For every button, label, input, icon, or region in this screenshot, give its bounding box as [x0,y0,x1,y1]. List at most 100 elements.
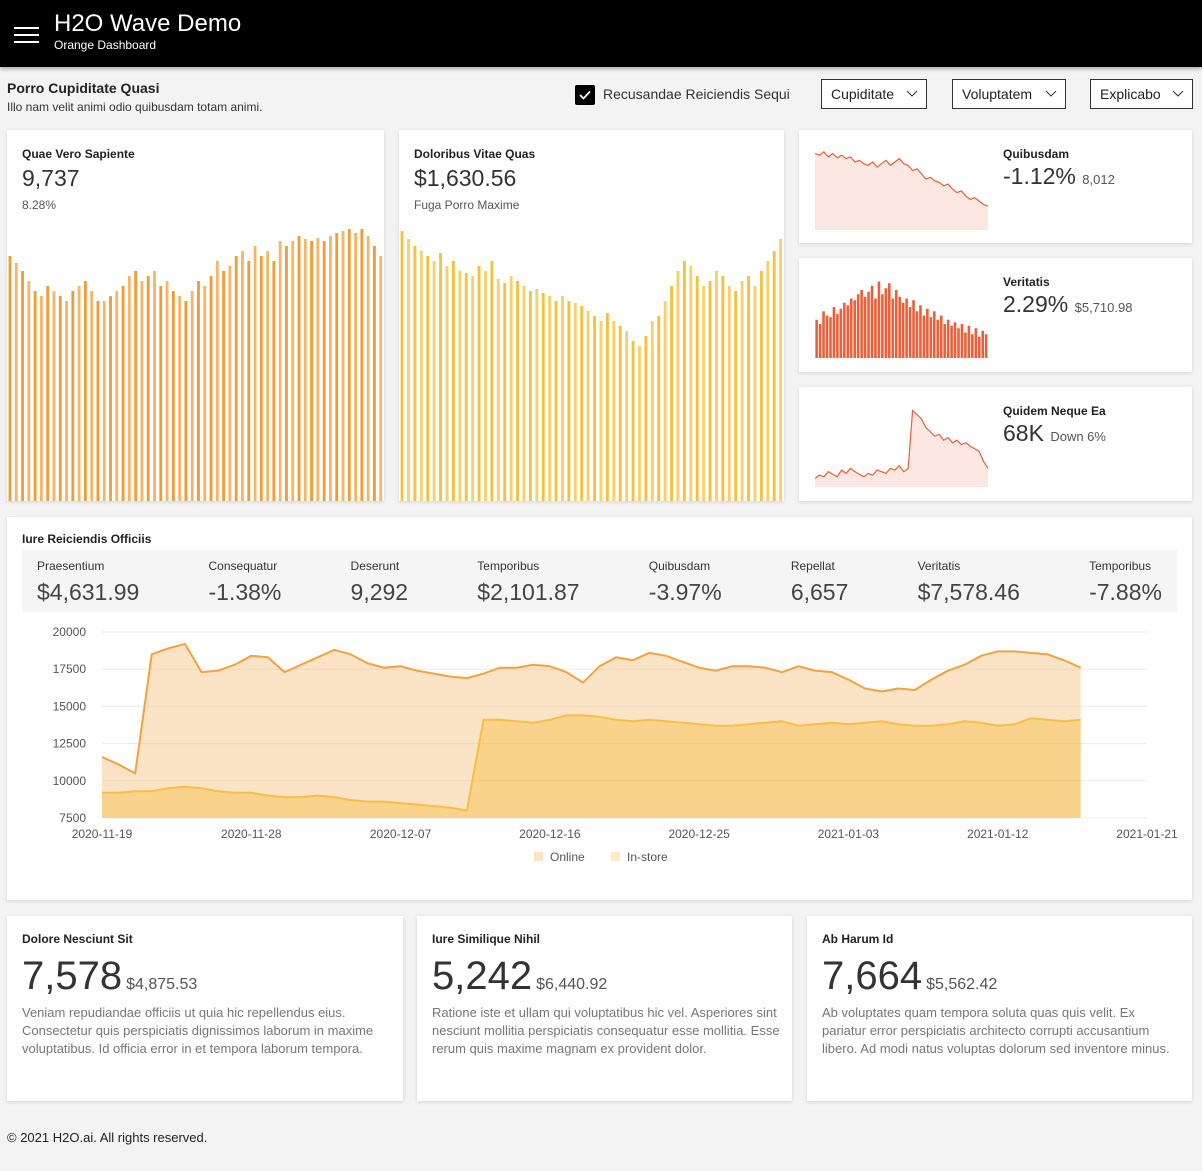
spark-bar [964,332,967,358]
chart-card: Iure Reiciendis Officiis Praesentium $4,6… [7,517,1192,900]
menu-button[interactable] [14,26,39,44]
dropdown[interactable]: Cupiditate [821,79,927,109]
bar [432,261,436,501]
y-tick-label: 15000 [53,699,87,713]
bar [366,236,370,501]
x-tick-label: 2020-12-25 [668,827,730,841]
bar [71,291,75,501]
bar [203,286,207,501]
spark-bar [936,319,940,358]
card-caption: Ab voluptates quam tempora soluta quas q… [822,1005,1170,1056]
bar [439,253,442,501]
stat-card: Ab Harum Id 7,664 $5,562.42 Ab voluptates… [807,916,1192,1101]
spark-bar [912,300,915,358]
spark-bar [860,290,863,358]
spark-bar [974,328,978,358]
y-tick-label: 12500 [53,737,87,751]
stat-label: Deserunt [350,559,400,573]
bar [407,239,410,501]
bar [715,271,718,501]
bar [354,233,357,501]
card-value: 9,737 [22,165,80,191]
spark-bar [815,319,818,358]
bar [335,233,339,501]
spark-bar [939,315,943,358]
bar [721,276,725,501]
bar [612,321,616,501]
spark-bar [898,296,901,358]
bar [695,276,699,501]
bar [39,296,43,501]
line [102,714,1081,812]
bar [153,271,156,501]
spark-bar [922,315,926,358]
spark-bar [943,324,946,358]
spark-bar [870,285,874,358]
spark-bar [977,336,981,358]
bar [322,241,326,501]
x-tick-label: 2020-12-07 [370,827,432,841]
spark-bar [867,291,870,358]
bar [109,296,112,501]
footer-link[interactable]: H2O.ai [52,1130,94,1145]
sparkline [815,409,988,487]
card-title: Iure Similique Nihil [432,932,541,946]
bar-chart [400,231,783,501]
bar [605,313,609,501]
bar [297,236,301,501]
card-value: 5,242 [432,954,533,998]
bar [247,261,251,501]
stat-label: Temporibus [1089,559,1152,573]
area [102,643,1081,818]
stat-label: Quibusdam [648,559,711,573]
checkbox[interactable] [575,85,595,105]
stat: Repellat 6,657 [791,550,849,612]
legend-label: In-store [627,850,668,864]
bar [379,256,383,501]
spark-bar [888,283,891,358]
bar [360,229,364,501]
area [102,715,1081,818]
card-title: Quae Vero Sapiente [22,147,135,161]
card-value: $1,630.56 [414,165,517,191]
checkbox-label[interactable]: Recusandae Reiciendis Sequi [603,86,790,102]
bar [291,241,295,501]
section-subtitle: Illo nam velit animi odio quibusdam tota… [7,100,263,114]
bar [528,291,532,501]
spark-bar [971,334,974,358]
bar [159,286,163,501]
dropdown-text: Cupiditate [831,86,895,102]
bar [329,236,332,501]
bar [373,246,376,501]
spark-area [815,151,988,230]
bar [567,301,571,501]
bar [445,266,449,501]
spark-bar [905,298,908,358]
x-tick-label: 2020-11-19 [72,827,133,841]
bar [209,276,213,501]
bar [580,306,584,501]
spark-bar [836,313,839,358]
bar [599,321,603,501]
bar [522,286,526,501]
spark-bar [957,328,960,358]
spark-bar [926,308,929,358]
stat-value: $2,101.87 [477,579,580,605]
dropdown[interactable]: Voluptatem [952,79,1066,109]
spark-bar [984,334,988,358]
spark-bar [874,298,877,358]
spark-bar [967,325,971,358]
bar [509,276,513,501]
bar [266,251,270,501]
bar [115,291,119,501]
bar [747,276,750,501]
card-title: Dolore Nesciunt Sit [22,932,133,946]
x-tick-label: 2020-12-16 [519,827,581,841]
bar [759,271,763,501]
bar [702,286,706,501]
card-title: Quidem Neque Ea [1003,404,1106,418]
dropdown[interactable]: Explicabo [1090,79,1193,109]
bar [121,286,125,501]
bar [753,286,757,501]
